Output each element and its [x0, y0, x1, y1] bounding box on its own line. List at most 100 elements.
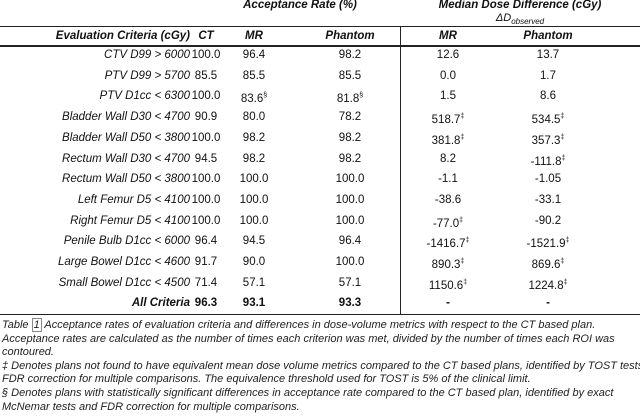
table-cell: 96.3	[194, 297, 218, 310]
table-cell: PTV D99 > 5700	[104, 69, 190, 82]
table-cell: 869.6‡	[532, 255, 565, 272]
cell-value: 381.8	[431, 134, 461, 147]
table-cell: -111.8‡	[531, 152, 566, 169]
table-cell: 100.0	[191, 173, 221, 186]
table-cell: 518.7‡	[432, 110, 465, 127]
table-cell: Large Bowel D1cc < 4600	[57, 256, 190, 268]
table-cell: 93.1	[242, 297, 266, 310]
table-cell: CTV D99 > 6000	[104, 49, 190, 61]
table-cell: 57.1	[338, 276, 362, 289]
caption-number: 1	[31, 318, 42, 332]
table-cell: All Criteria	[131, 297, 190, 310]
cell-mark: ‡	[560, 258, 565, 265]
table-cell: 100.0	[239, 214, 269, 227]
table-cell: 100.0	[335, 256, 365, 268]
table-cell: -38.6	[434, 193, 462, 206]
table-cell: 0.0	[440, 69, 456, 82]
cell-value: 1150.6	[428, 279, 464, 292]
cell-value: 534.5	[531, 114, 561, 127]
cell-mark: §	[359, 92, 364, 100]
cell-value: -111.8	[530, 155, 562, 168]
table-cell: 1224.8‡	[528, 276, 567, 293]
table-cell: Rectum Wall D30 < 4700	[62, 152, 190, 165]
table-cell: 890.3‡	[432, 255, 465, 272]
caption-line: FDR correction for multiple comparisons.…	[2, 373, 531, 386]
table-cell: Bladder Wall D50 < 3800	[62, 131, 190, 144]
table-cell: -	[546, 297, 550, 310]
table-cell: -77.0‡	[433, 214, 463, 231]
column-divider	[400, 26, 401, 314]
delta-label: ΔDobserved	[496, 11, 544, 29]
table-cell: 94.5	[242, 235, 266, 248]
table-cell: -90.2	[534, 214, 562, 227]
cell-mark: §	[263, 92, 268, 100]
cell-mark: ‡	[463, 278, 468, 286]
table-cell: 1.5	[440, 90, 456, 103]
cell-value: 357.3	[531, 134, 561, 147]
table-cell: 13.7	[536, 49, 560, 61]
table-cell: 78.2	[338, 111, 362, 124]
delta-main: ΔD	[495, 12, 512, 24]
table-cell: 100.0	[239, 173, 269, 186]
cell-value: 869.6	[531, 259, 561, 271]
table-cell: -1416.7‡	[427, 234, 470, 251]
table-cell: 85.5	[194, 69, 218, 82]
table-cell: 94.5	[194, 152, 218, 165]
table-cell: 100.0	[191, 49, 221, 61]
cell-mark: ‡	[560, 133, 565, 141]
table-cell: 85.5	[242, 69, 266, 82]
table-cell: 100.0	[335, 193, 365, 206]
table-cell: Bladder Wall D30 < 4700	[62, 111, 190, 124]
cell-mark: ‡	[459, 216, 464, 224]
delta-sub: observed	[511, 17, 545, 27]
table-cell: -1.05	[534, 173, 562, 186]
table-cell: 100.0	[239, 193, 269, 206]
column-header: Phantom	[325, 30, 375, 42]
table-cell: 100.0	[191, 214, 221, 227]
table-cell: 98.2	[338, 49, 362, 61]
rule	[0, 45, 640, 47]
table-cell: 85.5	[338, 69, 362, 82]
table-cell: 8.6	[540, 90, 556, 103]
table-cell: 71.4	[194, 276, 218, 289]
cell-mark: ‡	[465, 237, 470, 245]
column-header: MR	[245, 30, 263, 42]
table-cell: 8.2	[440, 152, 456, 165]
cell-mark: ‡	[563, 278, 568, 286]
table-cell: 83.6§	[241, 89, 267, 106]
table-cell: 100.0	[191, 193, 221, 206]
caption-text: Acceptance rates of evaluation criteria …	[44, 319, 596, 331]
table-cell: 96.4	[338, 235, 362, 248]
table-cell: 96.4	[242, 49, 266, 61]
table-cell: Right Femur D5 < 4100	[70, 214, 190, 227]
cell-mark: ‡	[460, 258, 465, 265]
table-cell: Rectum Wall D50 < 3800	[62, 173, 190, 186]
table-cell: 80.0	[242, 111, 266, 124]
column-header: MR	[439, 30, 457, 42]
cell-value: -1416.7	[426, 238, 466, 251]
table-cell: 93.3	[338, 297, 362, 310]
table-cell: 534.5‡	[532, 110, 565, 127]
table-cell: 357.3‡	[532, 131, 565, 148]
cell-value: 83.6	[240, 93, 264, 106]
table-cell: 98.2	[242, 131, 266, 144]
caption-line: McNemar tests and FDR correction for mul…	[2, 400, 300, 413]
cell-value: -1521.9	[526, 238, 566, 251]
table-cell: 100.0	[335, 214, 365, 227]
table-cell: 90.0	[242, 256, 266, 268]
caption-line: contoured.	[2, 346, 54, 359]
cell-value: 81.8	[336, 93, 360, 106]
cell-mark: ‡	[460, 113, 465, 121]
caption-line: ‡ Denotes plans not found to have equiva…	[2, 359, 640, 372]
table-cell: 98.2	[338, 152, 362, 165]
table-cell: 81.8§	[337, 89, 363, 106]
cell-mark: ‡	[565, 237, 570, 245]
cell-value: 1224.8	[528, 279, 564, 292]
cell-mark: ‡	[560, 113, 565, 121]
table-cell: 91.7	[194, 256, 218, 268]
table-cell: Left Femur D5 < 4100	[77, 193, 190, 206]
table-cell: -1521.9‡	[527, 234, 570, 251]
caption-line: Acceptance rates are calculated as the n…	[2, 332, 615, 345]
cell-mark: ‡	[460, 133, 465, 141]
